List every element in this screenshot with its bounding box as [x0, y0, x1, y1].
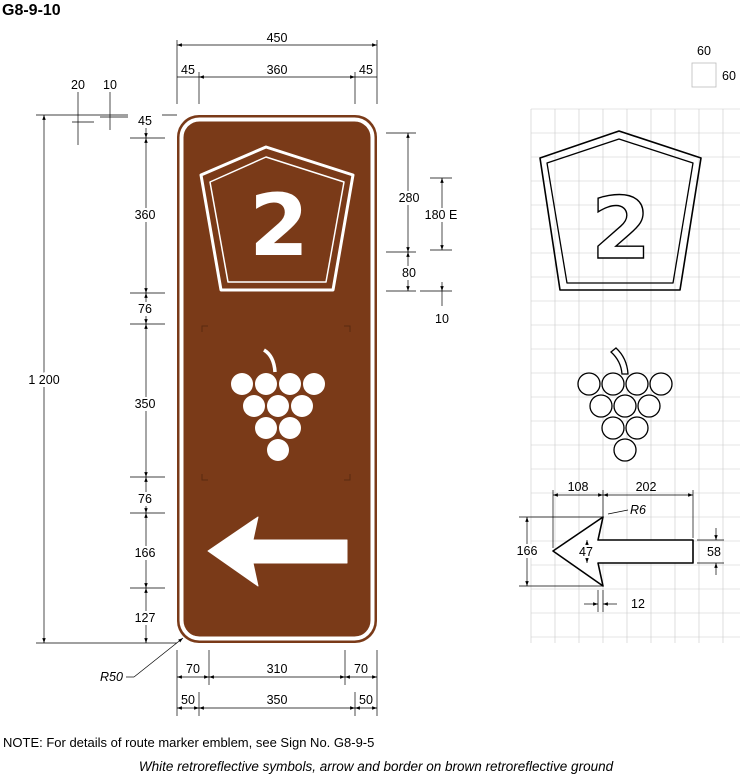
dim-overall-height: 1 200 — [28, 373, 59, 387]
grid-detail-drawing: 2 108 202 R6 166 — [510, 108, 740, 643]
detail-grape — [649, 372, 673, 396]
dim-bottom-middle-350: 350 — [267, 693, 288, 707]
grape — [279, 417, 301, 439]
dim-bottom-left-50: 50 — [181, 693, 195, 707]
dim-bottom-middle-310: 310 — [267, 662, 288, 676]
detail-dim-head-108: 108 — [568, 480, 589, 494]
dim-arrow-166: 166 — [135, 546, 156, 560]
grape — [291, 395, 313, 417]
grape — [255, 373, 277, 395]
detail-route-number: 2 — [591, 179, 651, 279]
detail-dim-shaft-47: 47 — [579, 545, 593, 559]
detail-dim-end-58: 58 — [707, 545, 721, 559]
detail-route-marker-inner — [546, 138, 694, 284]
dim-marker-80: 80 — [402, 266, 416, 280]
grape — [267, 439, 289, 461]
detail-grape — [577, 372, 601, 396]
grape — [243, 395, 265, 417]
drawing-title: G8-9-10 — [2, 2, 61, 19]
dim-gap-76-lower: 76 — [138, 492, 152, 506]
symbol-panel-corners — [201, 325, 351, 481]
grid-key: 60 60 — [691, 44, 736, 88]
grape-stem — [263, 348, 277, 373]
dim-bottom-right-50: 50 — [359, 693, 373, 707]
dim-inner-width: 360 — [267, 63, 288, 77]
dim-marker-360: 360 — [135, 208, 156, 222]
detail-grape — [589, 394, 613, 418]
dim-bottom-127: 127 — [135, 611, 156, 625]
top-dimensions: 450 45 360 45 — [176, 31, 378, 104]
grape — [303, 373, 325, 395]
dim-left-margin: 45 — [181, 63, 195, 77]
detail-grape — [601, 372, 625, 396]
detail-grape-stem — [609, 347, 629, 375]
detail-dim-tip-12: 12 — [631, 597, 645, 611]
dim-corner-radius: R50 — [100, 670, 123, 684]
drawing-note: NOTE: For details of route marker emblem… — [3, 735, 374, 750]
dim-border-20: 20 — [71, 78, 85, 92]
dim-overall-width: 450 — [267, 31, 288, 45]
grape — [279, 373, 301, 395]
svg-text:1 200: 1 200 — [32, 373, 63, 387]
route-marker-emblem — [199, 145, 355, 292]
grapes-symbol — [231, 348, 325, 461]
dim-bottom-right-70: 70 — [354, 662, 368, 676]
left-arrow-symbol — [207, 516, 348, 587]
dim-gap-10: 10 — [435, 312, 449, 326]
sign-border — [179, 117, 375, 641]
detail-grape — [625, 372, 649, 396]
grid-key-width: 60 — [697, 44, 711, 58]
dim-bottom-left-70: 70 — [186, 662, 200, 676]
dim-gap-76-upper: 76 — [138, 302, 152, 316]
detail-grape — [625, 416, 649, 440]
drawing-caption: White retroreflective symbols, arrow and… — [139, 759, 614, 774]
dim-grapes-350: 350 — [135, 397, 156, 411]
grape — [255, 417, 277, 439]
dim-numeral-180: 180 E — [425, 208, 458, 222]
dim-border-10: 10 — [103, 78, 117, 92]
detail-grape — [613, 438, 637, 462]
detail-route-marker-outer — [539, 130, 702, 291]
bottom-dimensions: 70 310 70 50 350 50 — [176, 650, 378, 716]
detail-dim-radius-r6: R6 — [630, 503, 646, 517]
left-dimensions: 20 10 1 200 1 200 45 3 — [28, 78, 177, 644]
sign-face: 2 — [177, 115, 377, 643]
sign-background — [177, 115, 377, 643]
grape — [267, 395, 289, 417]
dim-right-margin: 45 — [359, 63, 373, 77]
route-number: 2 — [249, 176, 309, 276]
route-marker-inner-border — [209, 156, 345, 283]
detail-grape — [613, 394, 637, 418]
detail-arrow — [552, 516, 694, 587]
detail-dim-shaft-202: 202 — [636, 480, 657, 494]
dim-top-45: 45 — [138, 114, 152, 128]
grape — [231, 373, 253, 395]
dim-marker-280: 280 — [399, 191, 420, 205]
right-dimensions: 280 180 E 80 10 — [386, 132, 464, 326]
corner-radius-callout: R50 — [100, 637, 184, 684]
detail-grape — [601, 416, 625, 440]
detail-grapes — [577, 347, 673, 462]
detail-grape — [637, 394, 661, 418]
grid-key-square — [691, 62, 717, 88]
grid-key-height: 60 — [722, 69, 736, 83]
detail-dim-height-166: 166 — [517, 544, 538, 558]
